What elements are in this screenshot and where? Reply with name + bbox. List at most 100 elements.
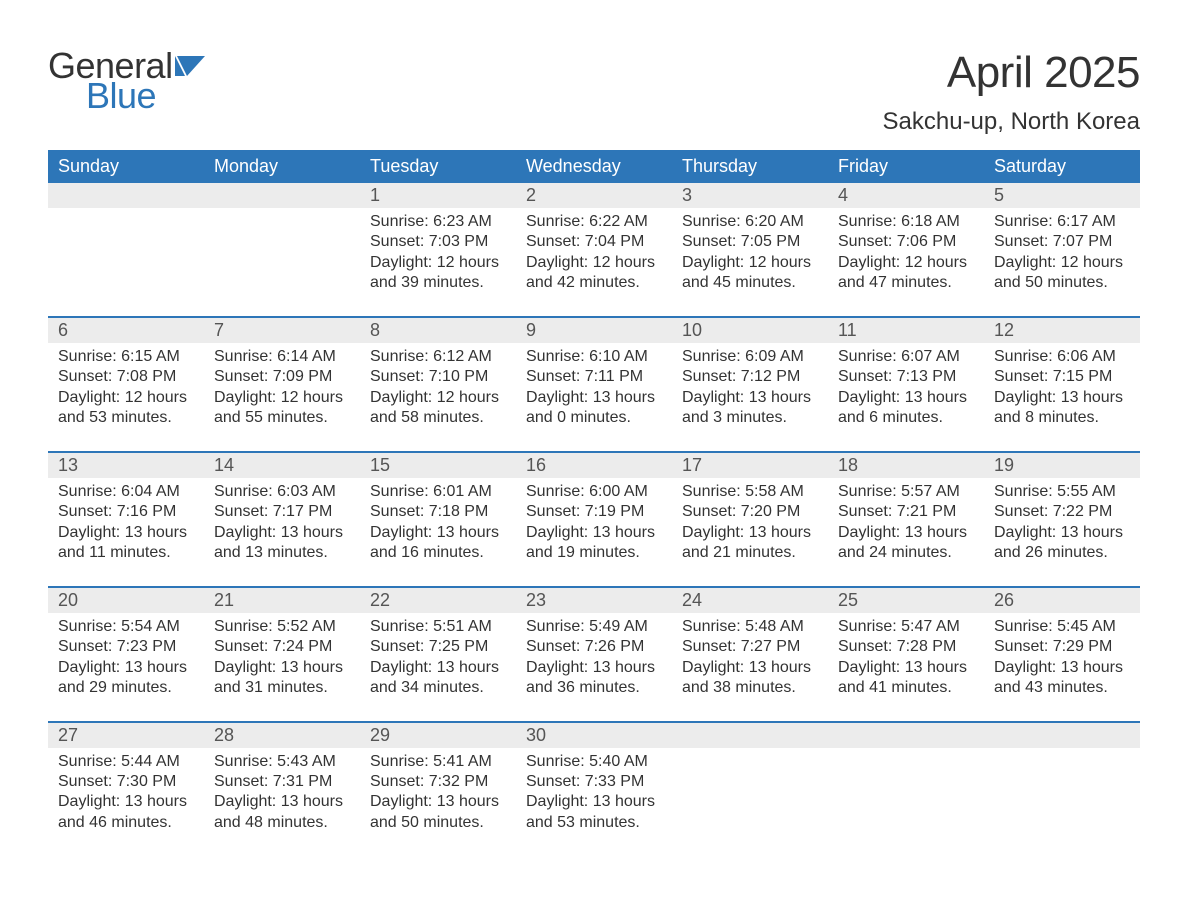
calendar-week: 27Sunrise: 5:44 AMSunset: 7:30 PMDayligh… <box>48 721 1140 856</box>
day-daylight2: and 6 minutes. <box>838 408 974 428</box>
calendar-cell: 3Sunrise: 6:20 AMSunset: 7:05 PMDaylight… <box>672 183 828 316</box>
day-sunrise: Sunrise: 6:14 AM <box>214 347 350 367</box>
calendar-cell: 15Sunrise: 6:01 AMSunset: 7:18 PMDayligh… <box>360 453 516 586</box>
day-daylight1: Daylight: 13 hours <box>370 523 506 543</box>
day-header-saturday: Saturday <box>984 150 1140 183</box>
day-daylight2: and 29 minutes. <box>58 678 194 698</box>
day-daylight1: Daylight: 13 hours <box>838 388 974 408</box>
calendar-cell: 21Sunrise: 5:52 AMSunset: 7:24 PMDayligh… <box>204 588 360 721</box>
day-daylight2: and 36 minutes. <box>526 678 662 698</box>
day-sunset: Sunset: 7:30 PM <box>58 772 194 792</box>
day-number: 4 <box>828 183 984 208</box>
day-daylight1: Daylight: 13 hours <box>526 523 662 543</box>
calendar-cell: 26Sunrise: 5:45 AMSunset: 7:29 PMDayligh… <box>984 588 1140 721</box>
day-daylight1: Daylight: 13 hours <box>838 523 974 543</box>
day-details: Sunrise: 5:44 AMSunset: 7:30 PMDaylight:… <box>48 748 204 834</box>
day-number: 5 <box>984 183 1140 208</box>
day-details <box>204 208 360 212</box>
day-daylight2: and 53 minutes. <box>58 408 194 428</box>
day-daylight2: and 43 minutes. <box>994 678 1130 698</box>
day-daylight2: and 50 minutes. <box>994 273 1130 293</box>
day-daylight2: and 24 minutes. <box>838 543 974 563</box>
day-daylight2: and 26 minutes. <box>994 543 1130 563</box>
day-details: Sunrise: 6:14 AMSunset: 7:09 PMDaylight:… <box>204 343 360 429</box>
day-sunset: Sunset: 7:12 PM <box>682 367 818 387</box>
day-daylight1: Daylight: 13 hours <box>58 658 194 678</box>
day-details: Sunrise: 6:07 AMSunset: 7:13 PMDaylight:… <box>828 343 984 429</box>
day-number: 10 <box>672 318 828 343</box>
day-details <box>984 748 1140 752</box>
day-sunset: Sunset: 7:17 PM <box>214 502 350 522</box>
day-details: Sunrise: 5:57 AMSunset: 7:21 PMDaylight:… <box>828 478 984 564</box>
calendar-cell: 30Sunrise: 5:40 AMSunset: 7:33 PMDayligh… <box>516 723 672 856</box>
day-sunset: Sunset: 7:07 PM <box>994 232 1130 252</box>
day-sunset: Sunset: 7:28 PM <box>838 637 974 657</box>
day-sunrise: Sunrise: 6:01 AM <box>370 482 506 502</box>
day-sunset: Sunset: 7:29 PM <box>994 637 1130 657</box>
day-number: 22 <box>360 588 516 613</box>
day-sunset: Sunset: 7:16 PM <box>58 502 194 522</box>
day-sunrise: Sunrise: 5:47 AM <box>838 617 974 637</box>
day-sunrise: Sunrise: 6:18 AM <box>838 212 974 232</box>
calendar-week: 13Sunrise: 6:04 AMSunset: 7:16 PMDayligh… <box>48 451 1140 586</box>
calendar-cell <box>672 723 828 856</box>
calendar-cell: 12Sunrise: 6:06 AMSunset: 7:15 PMDayligh… <box>984 318 1140 451</box>
day-header-thursday: Thursday <box>672 150 828 183</box>
day-sunrise: Sunrise: 6:12 AM <box>370 347 506 367</box>
page-title: April 2025 <box>883 48 1140 98</box>
day-sunset: Sunset: 7:23 PM <box>58 637 194 657</box>
day-daylight1: Daylight: 13 hours <box>214 523 350 543</box>
day-details: Sunrise: 6:01 AMSunset: 7:18 PMDaylight:… <box>360 478 516 564</box>
day-number: 7 <box>204 318 360 343</box>
calendar-cell: 22Sunrise: 5:51 AMSunset: 7:25 PMDayligh… <box>360 588 516 721</box>
day-sunset: Sunset: 7:08 PM <box>58 367 194 387</box>
day-daylight2: and 11 minutes. <box>58 543 194 563</box>
day-details: Sunrise: 6:04 AMSunset: 7:16 PMDaylight:… <box>48 478 204 564</box>
day-daylight1: Daylight: 13 hours <box>994 523 1130 543</box>
day-number: 13 <box>48 453 204 478</box>
day-sunset: Sunset: 7:15 PM <box>994 367 1130 387</box>
day-details: Sunrise: 6:18 AMSunset: 7:06 PMDaylight:… <box>828 208 984 294</box>
day-daylight1: Daylight: 12 hours <box>682 253 818 273</box>
day-sunrise: Sunrise: 5:41 AM <box>370 752 506 772</box>
brand-logo: General Blue <box>48 48 205 114</box>
calendar-cell: 8Sunrise: 6:12 AMSunset: 7:10 PMDaylight… <box>360 318 516 451</box>
calendar-cell <box>204 183 360 316</box>
day-header-tuesday: Tuesday <box>360 150 516 183</box>
day-details: Sunrise: 5:48 AMSunset: 7:27 PMDaylight:… <box>672 613 828 699</box>
day-number: 23 <box>516 588 672 613</box>
day-daylight2: and 47 minutes. <box>838 273 974 293</box>
calendar-cell: 14Sunrise: 6:03 AMSunset: 7:17 PMDayligh… <box>204 453 360 586</box>
day-sunrise: Sunrise: 5:40 AM <box>526 752 662 772</box>
day-details: Sunrise: 6:17 AMSunset: 7:07 PMDaylight:… <box>984 208 1140 294</box>
day-daylight1: Daylight: 13 hours <box>682 658 818 678</box>
day-sunrise: Sunrise: 6:09 AM <box>682 347 818 367</box>
page-subtitle: Sakchu-up, North Korea <box>883 108 1140 136</box>
calendar-cell: 13Sunrise: 6:04 AMSunset: 7:16 PMDayligh… <box>48 453 204 586</box>
calendar-cell: 17Sunrise: 5:58 AMSunset: 7:20 PMDayligh… <box>672 453 828 586</box>
calendar-cell: 6Sunrise: 6:15 AMSunset: 7:08 PMDaylight… <box>48 318 204 451</box>
day-daylight1: Daylight: 13 hours <box>214 792 350 812</box>
calendar-cell: 7Sunrise: 6:14 AMSunset: 7:09 PMDaylight… <box>204 318 360 451</box>
day-daylight1: Daylight: 12 hours <box>58 388 194 408</box>
calendar-cell: 18Sunrise: 5:57 AMSunset: 7:21 PMDayligh… <box>828 453 984 586</box>
day-sunrise: Sunrise: 5:54 AM <box>58 617 194 637</box>
day-daylight1: Daylight: 13 hours <box>994 658 1130 678</box>
calendar-cell: 1Sunrise: 6:23 AMSunset: 7:03 PMDaylight… <box>360 183 516 316</box>
day-daylight2: and 13 minutes. <box>214 543 350 563</box>
day-number: 19 <box>984 453 1140 478</box>
day-daylight2: and 16 minutes. <box>370 543 506 563</box>
day-details: Sunrise: 6:23 AMSunset: 7:03 PMDaylight:… <box>360 208 516 294</box>
day-daylight1: Daylight: 13 hours <box>214 658 350 678</box>
day-sunset: Sunset: 7:25 PM <box>370 637 506 657</box>
day-details: Sunrise: 5:51 AMSunset: 7:25 PMDaylight:… <box>360 613 516 699</box>
day-daylight1: Daylight: 12 hours <box>994 253 1130 273</box>
day-sunset: Sunset: 7:32 PM <box>370 772 506 792</box>
day-sunset: Sunset: 7:21 PM <box>838 502 974 522</box>
day-sunset: Sunset: 7:33 PM <box>526 772 662 792</box>
day-details: Sunrise: 5:54 AMSunset: 7:23 PMDaylight:… <box>48 613 204 699</box>
day-daylight2: and 58 minutes. <box>370 408 506 428</box>
day-details: Sunrise: 6:15 AMSunset: 7:08 PMDaylight:… <box>48 343 204 429</box>
day-daylight1: Daylight: 13 hours <box>526 658 662 678</box>
day-details: Sunrise: 6:20 AMSunset: 7:05 PMDaylight:… <box>672 208 828 294</box>
